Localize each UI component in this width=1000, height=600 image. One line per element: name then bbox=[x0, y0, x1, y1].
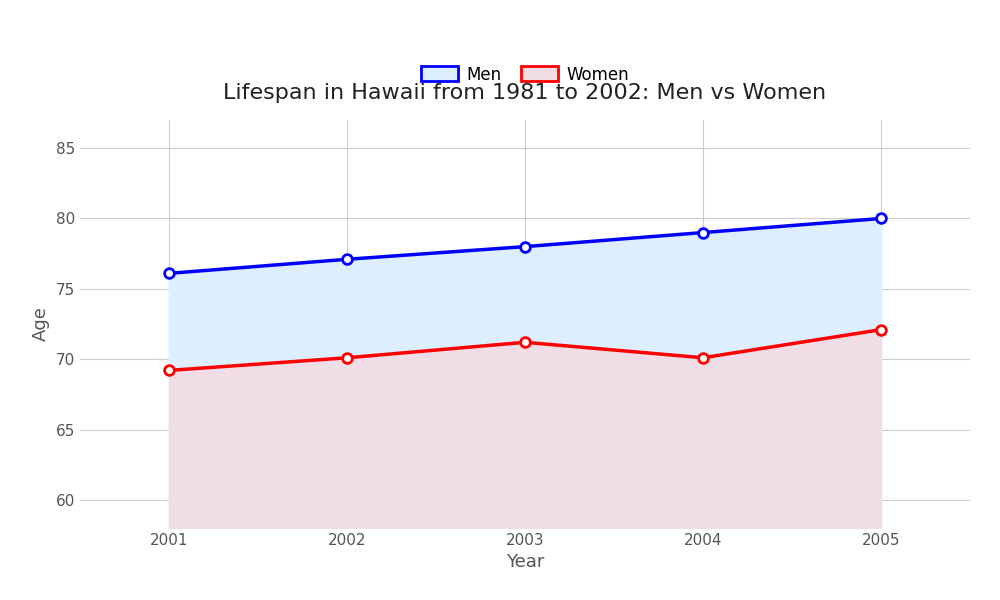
Title: Lifespan in Hawaii from 1981 to 2002: Men vs Women: Lifespan in Hawaii from 1981 to 2002: Me… bbox=[223, 83, 827, 103]
Legend: Men, Women: Men, Women bbox=[414, 59, 636, 91]
Y-axis label: Age: Age bbox=[32, 307, 50, 341]
X-axis label: Year: Year bbox=[506, 553, 544, 571]
